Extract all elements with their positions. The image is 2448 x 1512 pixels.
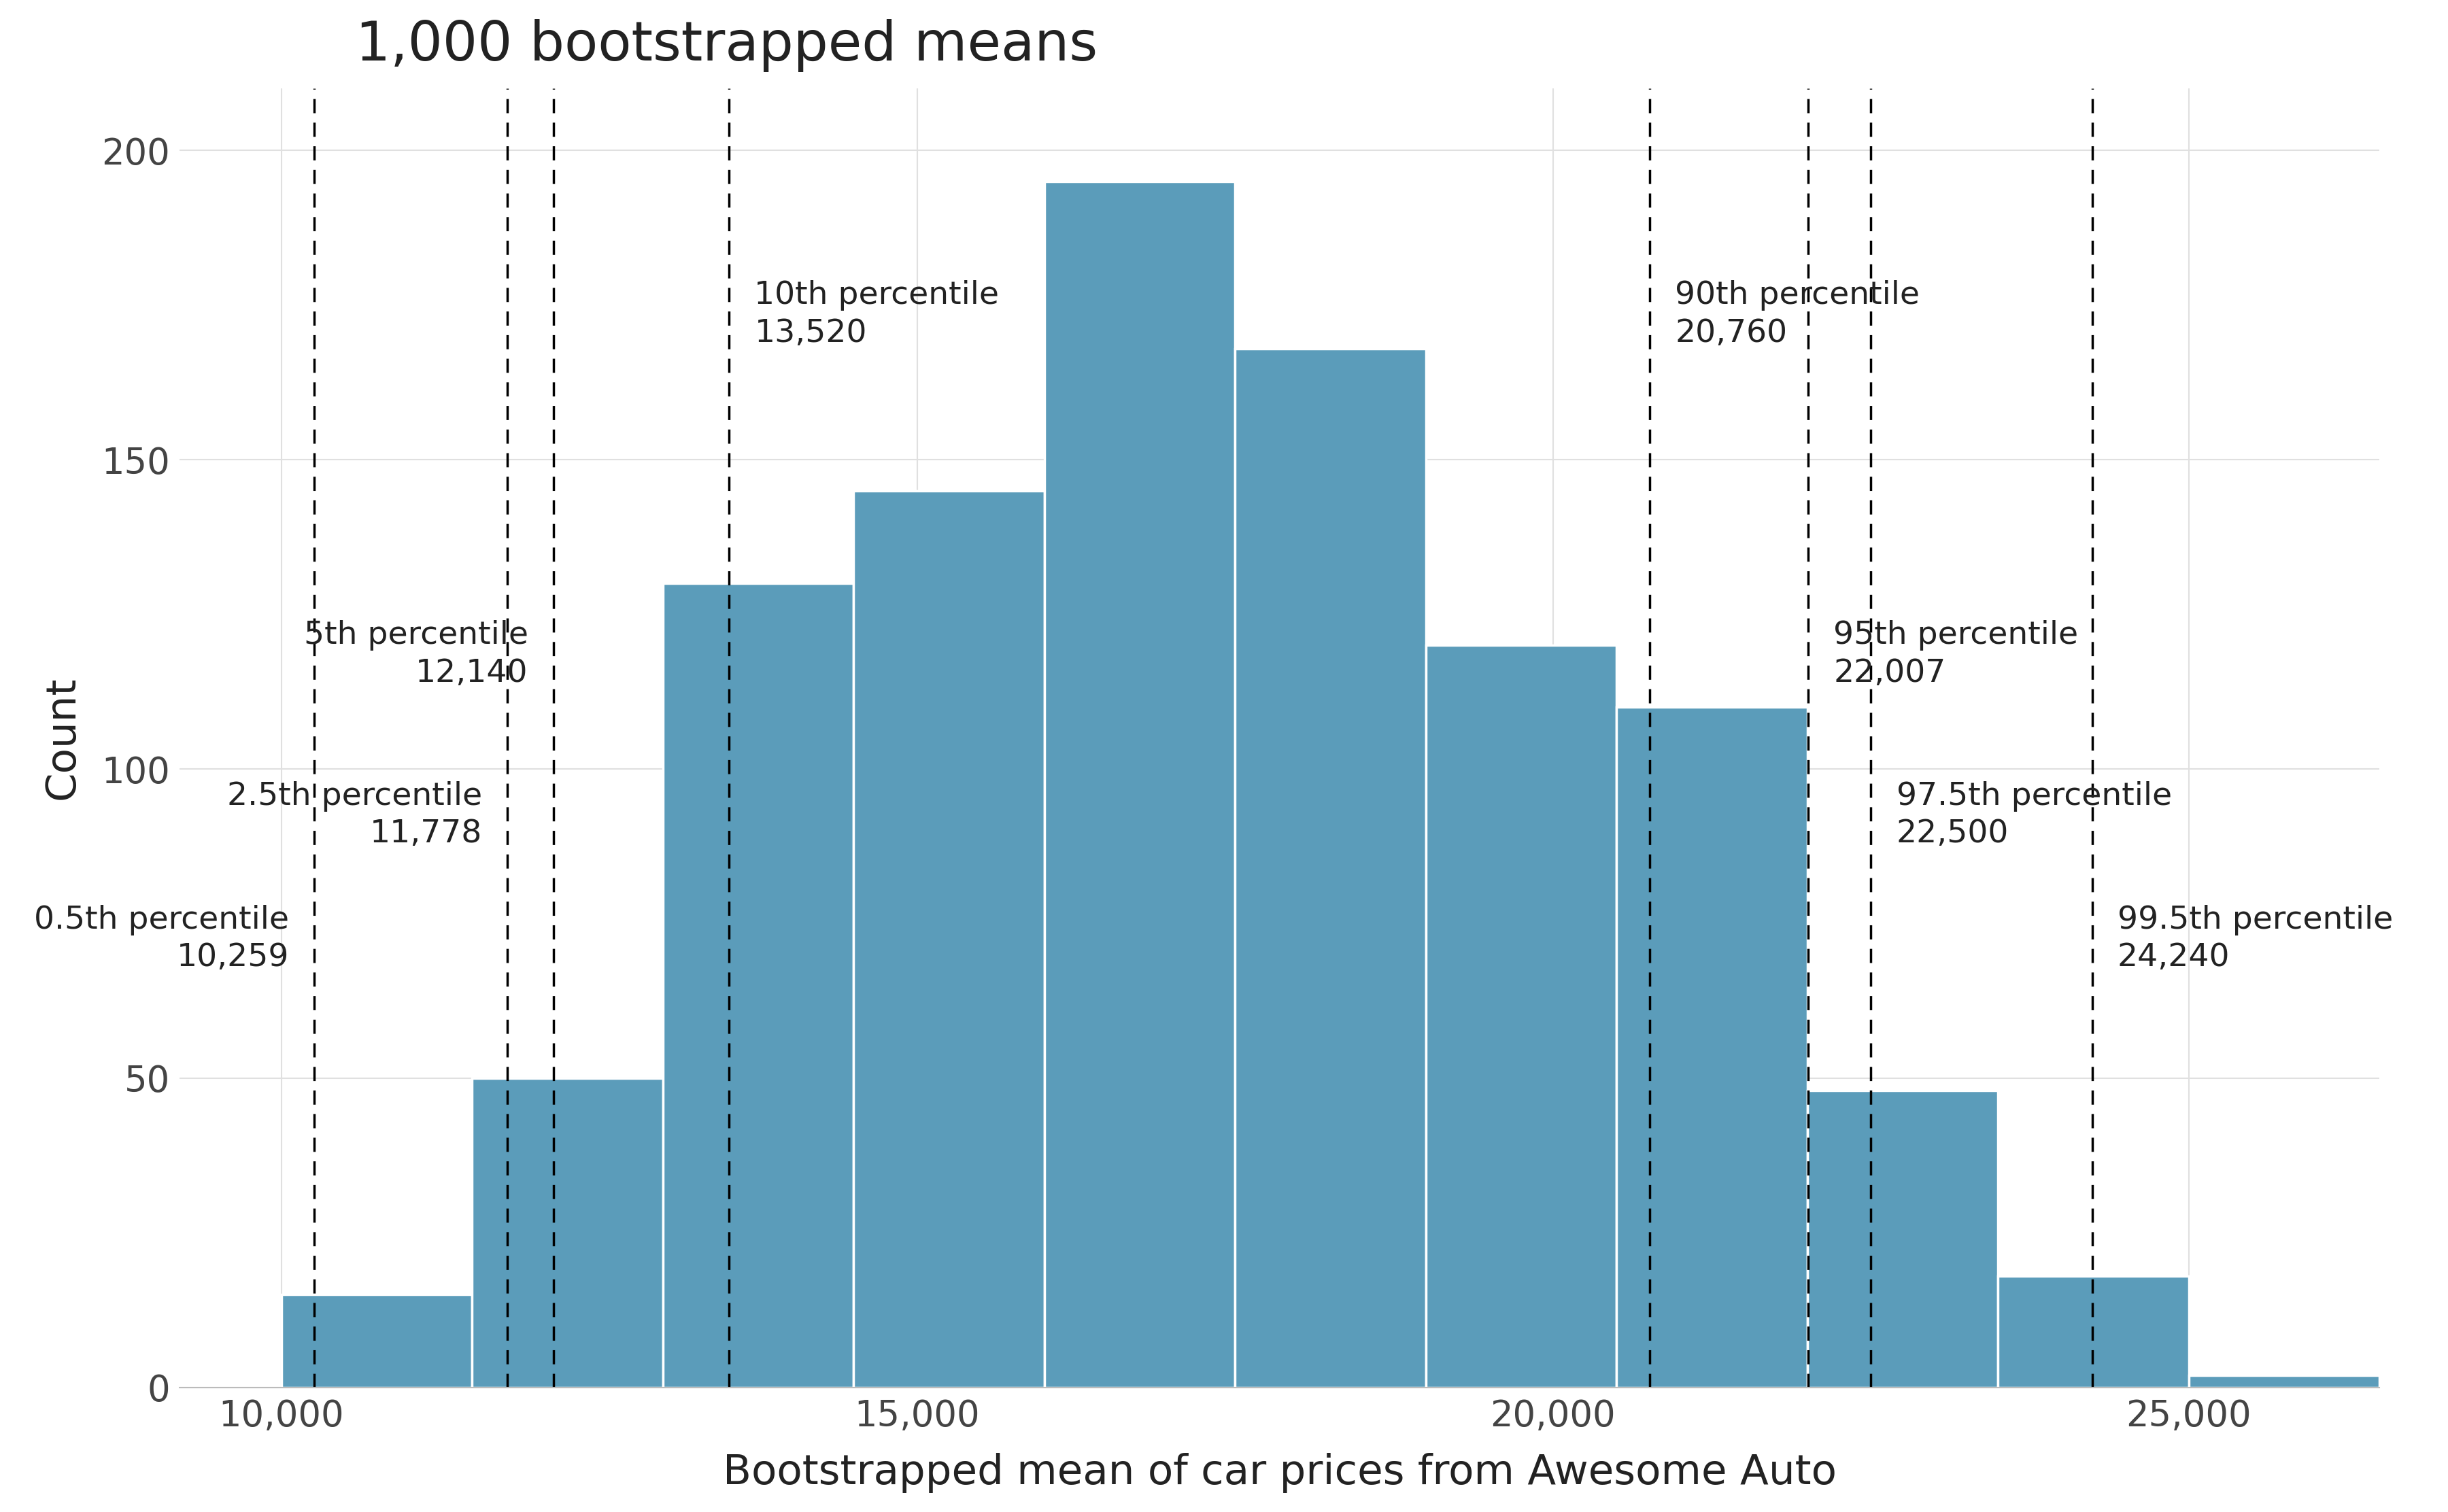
- Text: 90th percentile
20,760: 90th percentile 20,760: [1674, 280, 1919, 348]
- Bar: [1998, 1276, 2189, 1388]
- Text: 1,000 bootstrapped means: 1,000 bootstrapped means: [355, 18, 1097, 73]
- Bar: [1236, 348, 1425, 1388]
- Text: 99.5th percentile
24,240: 99.5th percentile 24,240: [2118, 904, 2394, 974]
- Bar: [472, 1078, 663, 1388]
- Bar: [1616, 708, 1807, 1388]
- Text: 5th percentile
12,140: 5th percentile 12,140: [304, 620, 529, 688]
- Text: 10th percentile
13,520: 10th percentile 13,520: [754, 280, 999, 348]
- Bar: [854, 491, 1045, 1388]
- Bar: [663, 584, 854, 1388]
- Text: 97.5th percentile
22,500: 97.5th percentile 22,500: [1897, 782, 2171, 850]
- Y-axis label: Count: Count: [42, 676, 83, 800]
- Bar: [1045, 181, 1236, 1388]
- Bar: [1807, 1090, 1998, 1388]
- Bar: [1425, 646, 1616, 1388]
- X-axis label: Bootstrapped mean of car prices from Awesome Auto: Bootstrapped mean of car prices from Awe…: [722, 1453, 1836, 1494]
- Bar: [2189, 1374, 2379, 1388]
- Bar: [282, 1294, 472, 1388]
- Text: 0.5th percentile
10,259: 0.5th percentile 10,259: [34, 904, 289, 974]
- Text: 95th percentile
22,007: 95th percentile 22,007: [1834, 620, 2078, 688]
- Text: 2.5th percentile
11,778: 2.5th percentile 11,778: [228, 782, 482, 850]
